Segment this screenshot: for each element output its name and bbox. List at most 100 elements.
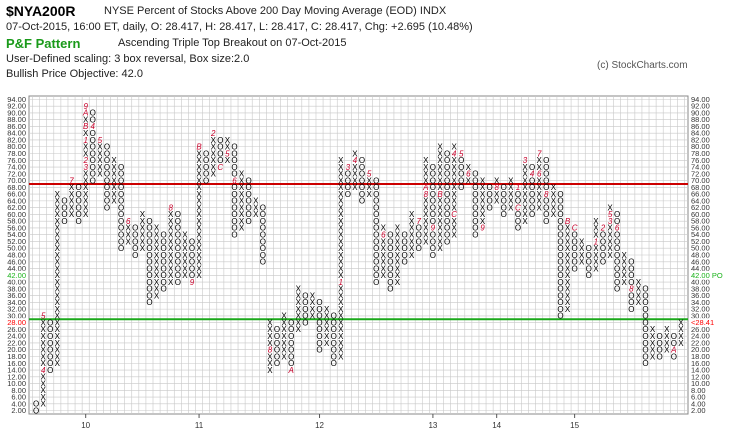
pnf-x-box: X: [267, 359, 273, 368]
pnf-o-box: O: [614, 244, 620, 253]
pnf-o-box: O: [104, 170, 110, 179]
pnf-x-box: X: [352, 149, 358, 158]
pnf-o-box: O: [430, 190, 436, 199]
pnf-o-box: O: [458, 176, 464, 185]
pnf-o-box: O: [146, 258, 152, 267]
pnf-o-box: O: [331, 318, 337, 327]
pnf-o-box: O: [430, 210, 436, 219]
pnf-x-box: X: [41, 346, 47, 355]
pnf-o-box: O: [302, 318, 308, 327]
pnf-x-box: X: [508, 183, 514, 192]
y-tick-label-left: 24.00: [7, 332, 26, 341]
pnf-o-box: O: [203, 156, 209, 165]
pnf-o-box: O: [189, 271, 195, 280]
pnf-o-box: O: [401, 237, 407, 246]
pnf-o-box: O: [444, 197, 450, 206]
pnf-o-box: O: [557, 298, 563, 307]
pnf-x-box: X: [338, 183, 344, 192]
month-marker: 1: [83, 136, 87, 145]
pnf-o-box: O: [132, 224, 138, 233]
pnf-x-box: X: [678, 339, 684, 348]
pnf-x-box: X: [154, 258, 160, 267]
pnf-o-box: O: [161, 285, 167, 294]
pnf-o-box: O: [572, 244, 578, 253]
pnf-o-box: O: [161, 231, 167, 240]
pnf-x-box: X: [196, 156, 202, 165]
pnf-x-box: X: [565, 224, 571, 233]
pnf-o-box: O: [75, 203, 81, 212]
pnf-o-box: O: [600, 258, 606, 267]
pnf-o-box: O: [416, 237, 422, 246]
pnf-x-box: X: [41, 359, 47, 368]
pnf-o-box: O: [642, 359, 648, 368]
month-marker: 6: [537, 170, 542, 179]
pnf-o-box: O: [557, 203, 563, 212]
pnf-o-box: O: [387, 258, 393, 267]
pnf-o-box: O: [288, 346, 294, 355]
pnf-o-box: O: [430, 183, 436, 192]
month-marker: C: [451, 210, 457, 219]
x-year-label: 13: [428, 421, 437, 430]
pnf-x-box: X: [55, 251, 61, 260]
pnf-x-box: X: [451, 143, 457, 152]
pnf-o-box: O: [316, 318, 322, 327]
ohlc-summary: 07-Oct-2015, 16:00 ET, daily, O: 28.417,…: [6, 21, 473, 33]
pnf-o-box: O: [47, 339, 53, 348]
pnf-o-box: O: [444, 231, 450, 240]
pnf-o-box: O: [161, 258, 167, 267]
pnf-o-box: O: [642, 298, 648, 307]
pnf-x-box: X: [437, 170, 443, 179]
pnf-x-box: X: [55, 346, 61, 355]
pnf-x-box: X: [381, 258, 387, 267]
pnf-o-box: O: [359, 197, 365, 206]
pnf-x-box: X: [55, 298, 61, 307]
y-tick-label-right: 30.00: [691, 311, 710, 320]
y-tick-label-left: 54.00: [7, 230, 26, 239]
pnf-o-box: O: [671, 339, 677, 348]
pnf-x-box: X: [480, 197, 486, 206]
pnf-x-box: X: [41, 386, 47, 395]
pnf-x-box: X: [451, 170, 457, 179]
pnf-o-box: O: [75, 217, 81, 226]
x-year-label: 15: [570, 421, 579, 430]
pnf-o-box: O: [642, 312, 648, 321]
pnf-o-box: O: [217, 143, 223, 152]
pnf-o-box: O: [316, 298, 322, 307]
pnf-o-box: O: [132, 237, 138, 246]
pnf-x-box: X: [55, 318, 61, 327]
pnf-x-box: X: [196, 176, 202, 185]
pnf-o-box: O: [246, 190, 252, 199]
pnf-o-box: O: [614, 217, 620, 226]
pnf-x-box: X: [281, 332, 287, 341]
pnf-x-box: X: [381, 251, 387, 260]
pnf-x-box: X: [154, 251, 160, 260]
pnf-o-box: O: [47, 325, 53, 334]
pnf-x-box: X: [267, 366, 273, 375]
pnf-x-box: X: [239, 170, 245, 179]
pnf-x-box: X: [296, 312, 302, 321]
pnf-o-box: O: [302, 298, 308, 307]
pnf-x-box: X: [395, 244, 401, 253]
y-tick-label-left: 40.00: [7, 278, 26, 287]
pnf-x-box: X: [593, 251, 599, 260]
pnf-o-box: O: [146, 298, 152, 307]
pnf-x-box: X: [622, 258, 628, 267]
pnf-o-box: O: [302, 291, 308, 300]
pnf-x-box: X: [352, 170, 358, 179]
pnf-x-box: X: [55, 305, 61, 314]
pnf-x-box: X: [338, 325, 344, 334]
pnf-x-box: X: [55, 217, 61, 226]
pnf-x-box: X: [551, 210, 557, 219]
pnf-x-box: X: [140, 237, 146, 246]
pnf-o-box: O: [104, 197, 110, 206]
month-marker: 2: [600, 224, 606, 233]
pnf-x-box: X: [437, 244, 443, 253]
pnf-x-box: X: [678, 332, 684, 341]
pnf-x-box: X: [196, 231, 202, 240]
pnf-o-box: O: [444, 170, 450, 179]
x-year-label: 12: [315, 421, 324, 430]
pnf-o-box: O: [146, 237, 152, 246]
y-tick-label-right: 12.00: [691, 372, 710, 381]
pnf-o-box: O: [118, 203, 124, 212]
pnf-x-box: X: [537, 176, 543, 185]
